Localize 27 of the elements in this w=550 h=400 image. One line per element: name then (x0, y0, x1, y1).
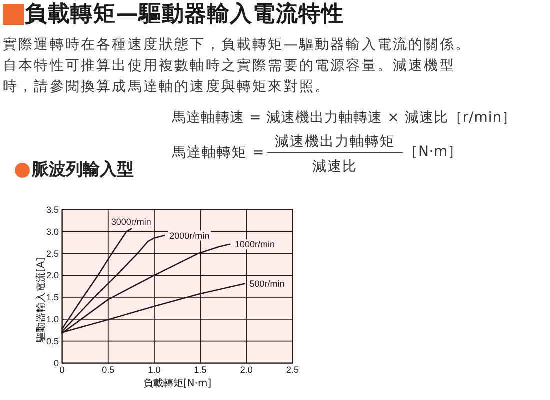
y-tick-label: 3.5 (46, 204, 59, 215)
x-tick-label: 1.0 (148, 365, 161, 375)
x-axis-title: 負載轉矩[N·m] (143, 378, 212, 390)
x-tick-label: 1.5 (194, 365, 207, 375)
y-tick-label: 0.5 (46, 336, 59, 347)
y-axis-title: 驅動器輸入電流[A] (35, 258, 47, 344)
text: 馬達軸轉矩 = (172, 144, 266, 163)
chart-subtitle: 脈波列輸入型 (32, 159, 134, 181)
y-tick-label: 1.0 (46, 314, 59, 325)
text: 實際運轉時在各種速度狀態下，負載轉矩—驅動器輸入電流的關係。自本特性可推算出使用複數軸時之實際需要的電源容量。減速機型時，請參閱換算成馬達軸的速度與轉矩來對照。 (3, 36, 471, 97)
text: ［N·m］ (404, 143, 462, 162)
x-tick-label: 0.5 (102, 365, 115, 375)
x-tick-label: 2.5 (286, 365, 299, 375)
series-label: 2000r/min (170, 230, 210, 241)
y-tick-label: 3.0 (46, 226, 59, 237)
text: 減速機出力軸轉矩 (267, 132, 404, 153)
y-tick-label: 1.5 (46, 292, 59, 303)
x-tick-label: 2.0 (240, 365, 253, 375)
text: 馬達軸轉速 = 減速機出力軸轉速 × 減速比［r/min］ (172, 109, 517, 128)
series-label: 1000r/min (235, 240, 276, 250)
series-label: 3000r/min (111, 217, 152, 228)
series-label: 500r/min (250, 279, 285, 290)
y-tick-label: 2.5 (46, 248, 59, 259)
text: 減速比 (312, 158, 359, 177)
y-tick-label: 0 (54, 358, 59, 368)
chart-title: 負載轉矩—驅動器輸入電流特性 (25, 1, 344, 29)
y-tick-label: 2.0 (46, 270, 59, 281)
